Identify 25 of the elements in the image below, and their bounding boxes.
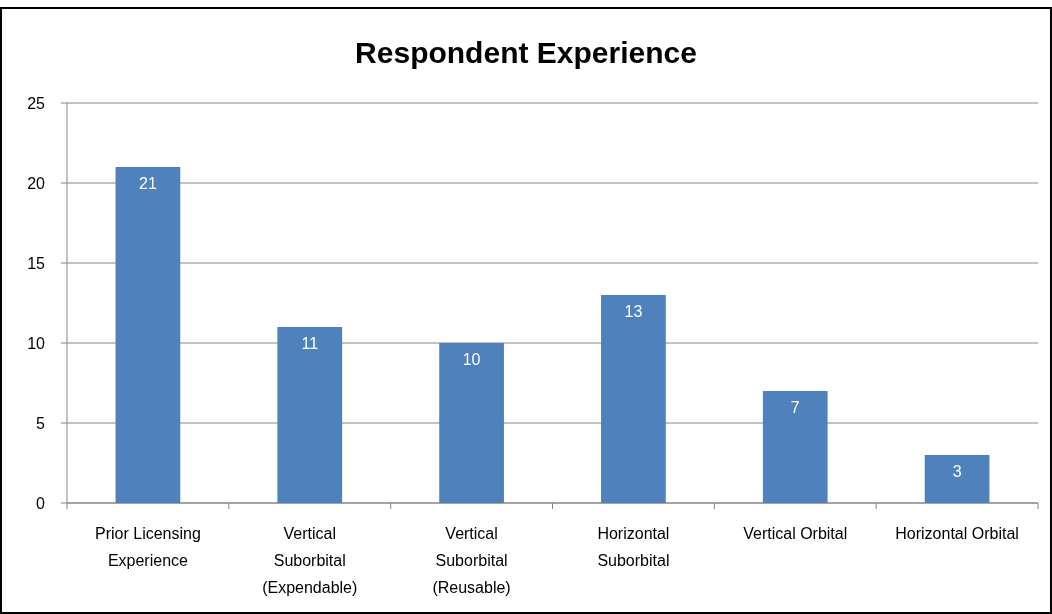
- x-tick-label: Horizontal Orbital: [895, 525, 1019, 542]
- y-tick-label: 20: [27, 175, 46, 192]
- data-label: 3: [952, 463, 962, 480]
- data-label: 7: [790, 399, 800, 416]
- x-tick-label: Horizontal Suborbital: [597, 525, 670, 569]
- x-tick-label: Vertical Suborbital (Reusable): [432, 525, 511, 596]
- y-tick-label: 0: [36, 495, 46, 512]
- y-tick-label: 5: [36, 415, 46, 432]
- bar: [924, 455, 990, 503]
- x-tick-label: Vertical Suborbital (Expendable): [262, 525, 358, 596]
- bar: [277, 327, 343, 503]
- y-tick-label: 10: [27, 335, 46, 352]
- chart-title: Respondent Experience: [355, 36, 697, 69]
- bar: [115, 167, 181, 503]
- y-tick-label: 25: [27, 95, 46, 112]
- x-tick-label: Vertical Orbital: [743, 525, 848, 542]
- data-label: 21: [139, 175, 157, 192]
- data-label: 11: [301, 335, 319, 352]
- x-tick-label: Prior Licensing Experience: [95, 525, 201, 569]
- data-label: 13: [624, 303, 643, 320]
- bar: [439, 343, 504, 503]
- data-label: 10: [462, 351, 481, 368]
- bar: [601, 295, 666, 503]
- y-tick-label: 15: [27, 255, 46, 272]
- bar: [762, 391, 828, 503]
